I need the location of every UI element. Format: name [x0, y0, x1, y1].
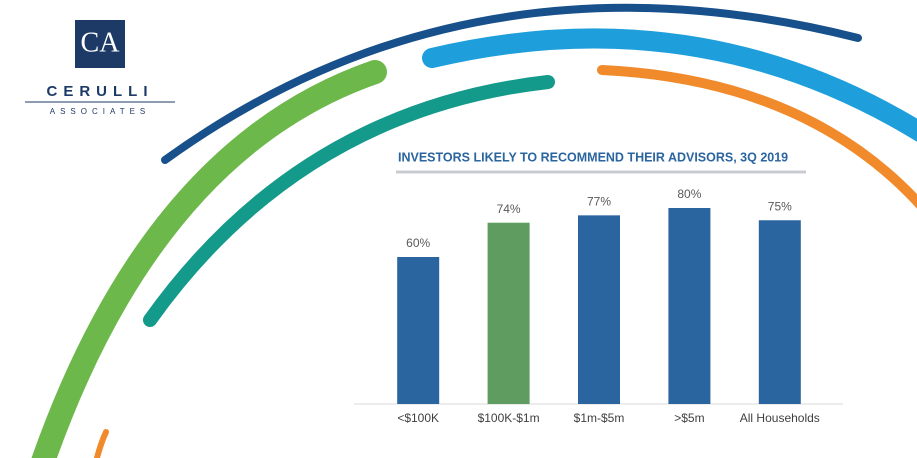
arc-teal [143, 75, 555, 327]
logo: CA CERULLI ASSOCIATES [25, 20, 175, 116]
value-label: 60% [406, 236, 430, 250]
bar [758, 220, 801, 404]
bar [578, 215, 620, 404]
decorative-arcs [31, 3, 917, 458]
logo-mark: CA [81, 27, 121, 58]
value-label: 75% [768, 199, 792, 213]
bar [668, 208, 711, 404]
value-label: 77% [587, 195, 611, 209]
value-label: 74% [497, 202, 521, 216]
arc-green [31, 60, 387, 458]
bar [397, 257, 440, 404]
arc-orange [597, 65, 917, 209]
x-tick-label: $1m-$5m [574, 411, 625, 425]
logo-name: CERULLI [47, 83, 154, 100]
value-label: 80% [677, 187, 701, 201]
x-tick-label: All Households [740, 411, 820, 425]
logo-box [75, 20, 125, 68]
arc-navy [161, 3, 862, 164]
chart: <$100K 60% $100K-$1m 74% $1m-$5m 77% >$5m 80% Al… [397, 187, 820, 425]
x-tick-label: >$5m [674, 411, 704, 425]
bar [487, 222, 530, 404]
arc-orange-small [93, 429, 109, 458]
arc-light-blue [422, 28, 917, 142]
x-tick-label: $100K-$1m [478, 411, 540, 425]
x-tick-label: <$100K [397, 411, 439, 425]
logo-subtitle: ASSOCIATES [50, 107, 151, 116]
chart-title: INVESTORS LIKELY TO RECOMMEND THEIR ADVI… [398, 150, 788, 164]
